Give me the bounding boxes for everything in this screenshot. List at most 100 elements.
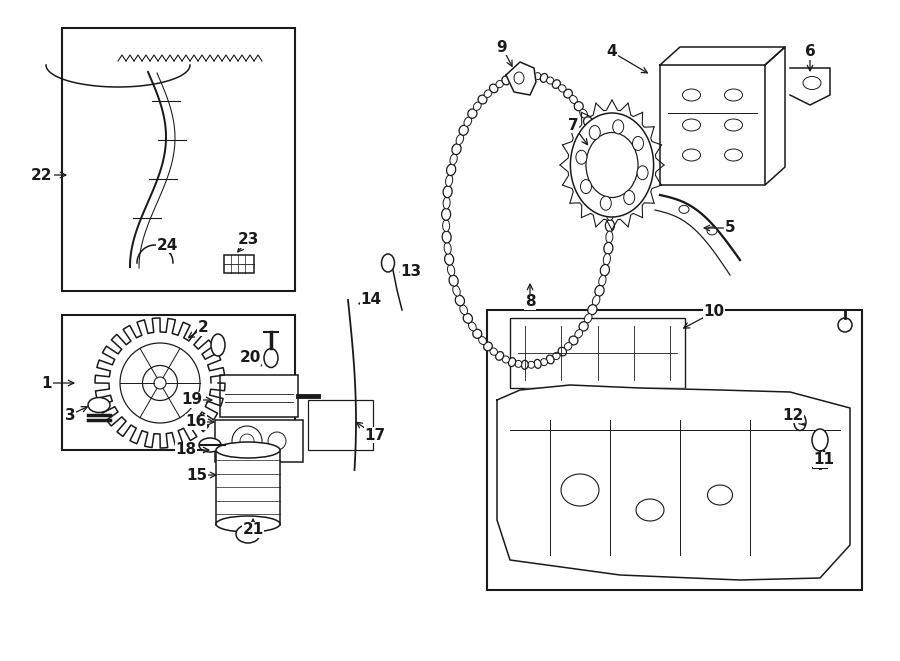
Bar: [660, 65, 765, 185]
Ellipse shape: [443, 186, 452, 198]
Text: 8: 8: [525, 295, 535, 309]
Ellipse shape: [803, 77, 821, 89]
Ellipse shape: [472, 329, 482, 338]
Ellipse shape: [546, 77, 554, 84]
Ellipse shape: [490, 84, 498, 93]
Ellipse shape: [553, 80, 561, 89]
Ellipse shape: [211, 334, 225, 356]
Ellipse shape: [521, 360, 528, 369]
Ellipse shape: [452, 144, 461, 155]
Ellipse shape: [154, 377, 166, 389]
Ellipse shape: [464, 313, 472, 323]
Polygon shape: [655, 195, 740, 275]
Ellipse shape: [446, 175, 453, 186]
Bar: [215, 420, 303, 462]
Ellipse shape: [142, 366, 177, 401]
Ellipse shape: [240, 434, 254, 448]
Ellipse shape: [602, 175, 611, 186]
Ellipse shape: [553, 352, 560, 360]
Ellipse shape: [561, 474, 599, 506]
Text: 10: 10: [704, 305, 725, 319]
Ellipse shape: [595, 286, 604, 296]
Ellipse shape: [563, 89, 572, 98]
Ellipse shape: [514, 72, 524, 84]
Ellipse shape: [442, 208, 451, 220]
Ellipse shape: [459, 126, 468, 136]
Ellipse shape: [707, 227, 717, 235]
Ellipse shape: [794, 414, 806, 430]
Ellipse shape: [606, 231, 613, 243]
Ellipse shape: [534, 360, 541, 368]
Text: 6: 6: [805, 44, 815, 59]
Ellipse shape: [540, 73, 547, 83]
Text: 22: 22: [32, 167, 53, 182]
Ellipse shape: [682, 119, 700, 131]
Text: 23: 23: [238, 233, 258, 247]
Bar: [62, 28, 295, 291]
Ellipse shape: [382, 254, 394, 272]
Ellipse shape: [443, 197, 450, 209]
Ellipse shape: [444, 243, 451, 254]
Bar: [62, 315, 295, 450]
Ellipse shape: [268, 432, 286, 450]
Ellipse shape: [496, 352, 504, 360]
Ellipse shape: [682, 89, 700, 101]
Ellipse shape: [589, 126, 596, 136]
Ellipse shape: [558, 347, 566, 356]
Ellipse shape: [502, 356, 509, 363]
Text: 5: 5: [724, 221, 735, 235]
Text: 12: 12: [782, 407, 804, 422]
Ellipse shape: [601, 164, 608, 176]
Text: 1: 1: [41, 375, 52, 391]
Ellipse shape: [586, 132, 638, 198]
Ellipse shape: [600, 264, 609, 276]
Ellipse shape: [546, 355, 554, 364]
Ellipse shape: [445, 254, 454, 265]
Ellipse shape: [232, 426, 262, 456]
Ellipse shape: [590, 126, 600, 139]
Text: 19: 19: [182, 393, 202, 407]
Ellipse shape: [605, 197, 614, 209]
Text: 2: 2: [198, 321, 209, 336]
Polygon shape: [506, 62, 536, 95]
Text: 9: 9: [497, 40, 508, 54]
Ellipse shape: [446, 164, 455, 176]
Ellipse shape: [443, 219, 450, 231]
Polygon shape: [765, 47, 785, 185]
Ellipse shape: [120, 343, 200, 423]
Ellipse shape: [580, 109, 588, 118]
Text: 21: 21: [242, 522, 264, 537]
Bar: [220, 375, 298, 417]
Ellipse shape: [508, 358, 516, 366]
Bar: [510, 318, 685, 388]
Bar: [487, 310, 862, 590]
Text: 24: 24: [157, 237, 177, 253]
Bar: [224, 255, 254, 273]
Ellipse shape: [591, 134, 600, 145]
Ellipse shape: [449, 275, 458, 286]
Ellipse shape: [468, 109, 477, 118]
Ellipse shape: [527, 362, 535, 368]
Ellipse shape: [502, 76, 509, 85]
Ellipse shape: [469, 322, 476, 331]
Ellipse shape: [464, 117, 472, 126]
Text: 13: 13: [400, 264, 421, 280]
Ellipse shape: [483, 342, 492, 351]
Polygon shape: [497, 385, 850, 580]
Ellipse shape: [264, 348, 278, 368]
Ellipse shape: [575, 330, 582, 338]
Ellipse shape: [600, 196, 611, 210]
Bar: [308, 400, 373, 450]
Ellipse shape: [199, 438, 221, 452]
Ellipse shape: [838, 318, 852, 332]
Text: 7: 7: [568, 118, 579, 132]
Ellipse shape: [603, 254, 610, 265]
Ellipse shape: [450, 154, 457, 165]
Ellipse shape: [606, 219, 615, 231]
Ellipse shape: [604, 243, 613, 254]
Ellipse shape: [453, 286, 460, 296]
Text: 4: 4: [607, 44, 617, 59]
Ellipse shape: [559, 85, 566, 92]
Text: 18: 18: [176, 442, 196, 457]
Ellipse shape: [588, 305, 597, 315]
